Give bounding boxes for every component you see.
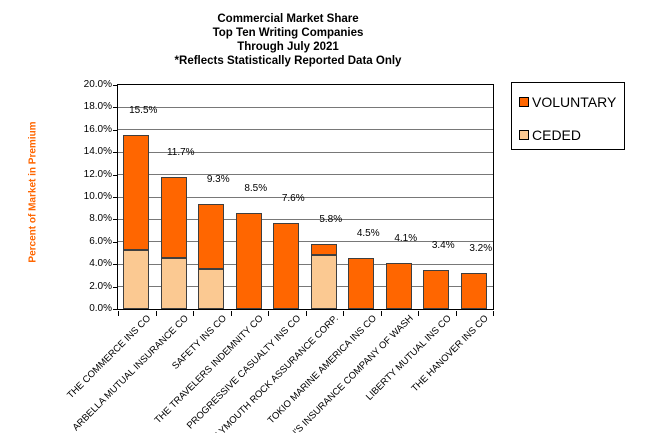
bar-value-label: 15.5% — [129, 104, 158, 116]
y-tick-mark — [113, 219, 118, 221]
bar-segment-voluntary — [198, 204, 225, 270]
x-tick-mark — [268, 310, 269, 316]
y-tick-mark — [113, 129, 118, 131]
y-tick-mark — [113, 107, 118, 109]
bar-value-label: 4.1% — [394, 232, 418, 244]
legend-label-voluntary: VOLUNTARY — [532, 94, 617, 110]
bar-segment-voluntary — [423, 270, 450, 309]
y-tick-label: 4.0% — [89, 258, 112, 270]
title-line-1: Commercial Market Share — [217, 13, 359, 25]
bar-value-label: 4.5% — [356, 228, 380, 240]
bar-segment-voluntary — [273, 223, 300, 309]
bar-segment-voluntary — [160, 177, 187, 259]
y-tick-mark — [113, 264, 118, 266]
plot-area: 15.5% 11.7% 9.3% 8.5% 7.6% 5.8% 4.5% 4.1% 3.4% 3.… — [116, 83, 494, 310]
gridline — [117, 241, 493, 243]
bar-value-label: 9.3% — [206, 174, 230, 186]
bar-segment-voluntary — [385, 262, 412, 309]
x-tick-mark — [155, 310, 157, 316]
y-tick-label: 14.0% — [83, 146, 112, 158]
bar-value-label: 8.5% — [244, 183, 268, 195]
gridline — [117, 196, 493, 198]
gridline — [117, 106, 493, 108]
bar-segment-ceded — [123, 250, 150, 309]
ceded-swatch-icon — [519, 130, 529, 140]
bar-segment-voluntary — [123, 134, 150, 251]
y-tick-label: 16.0% — [83, 123, 112, 135]
y-tick-mark — [113, 152, 118, 154]
x-tick-mark — [230, 310, 232, 316]
legend-item-voluntary: VOLUNTARY — [519, 94, 616, 110]
title-line-4: *Reflects Statistically Reported Data On… — [174, 55, 402, 67]
bar-segment-ceded — [198, 269, 225, 309]
legend: VOLUNTARY CEDED — [511, 82, 625, 150]
gridline — [117, 286, 493, 288]
y-axis-title: Percent of Market in Premium — [27, 121, 39, 263]
x-tick-mark — [343, 310, 344, 316]
gridline — [117, 263, 493, 265]
x-tick-mark — [493, 310, 494, 316]
x-tick-mark — [118, 310, 119, 316]
voluntary-swatch-icon — [519, 97, 529, 107]
legend-label-ceded: CEDED — [532, 127, 582, 143]
title-line-2: Top Ten Writing Companies — [212, 27, 364, 39]
y-tick-mark — [113, 309, 118, 310]
bar-segment-voluntary — [310, 243, 337, 255]
legend-item-ceded: CEDED — [519, 127, 581, 143]
gridline — [117, 151, 493, 153]
chart-title: Commercial Market Share Top Ten Writing … — [175, 12, 402, 68]
gridline — [117, 129, 493, 131]
x-tick-mark — [305, 310, 307, 316]
y-tick-mark — [113, 286, 118, 288]
y-tick-mark — [113, 241, 118, 243]
bar-segment-voluntary — [348, 258, 375, 309]
y-tick-mark — [113, 85, 118, 86]
y-tick-label: 8.0% — [89, 213, 112, 225]
y-tick-label: 12.0% — [83, 168, 112, 180]
y-tick-mark — [113, 174, 118, 176]
bar-value-label: 3.2% — [469, 242, 493, 254]
title-line-3: Through July 2021 — [237, 41, 339, 53]
gridline — [117, 174, 493, 176]
y-tick-label: 6.0% — [89, 235, 112, 247]
y-tick-label: 2.0% — [89, 280, 112, 292]
bar-value-label: 5.8% — [319, 213, 343, 225]
x-tick-mark — [193, 310, 194, 316]
y-tick-label: 0.0% — [89, 303, 112, 314]
x-tick-mark — [455, 310, 457, 316]
x-tick-mark — [380, 310, 382, 316]
bar-value-label: 7.6% — [281, 193, 305, 205]
x-category-label: THE HANOVER INS CO — [409, 313, 492, 395]
bar-segment-ceded — [310, 254, 337, 309]
bar-segment-voluntary — [460, 272, 487, 309]
bar-value-label: 3.4% — [431, 240, 455, 252]
bar-value-label: 11.7% — [166, 147, 195, 159]
bar-segment-voluntary — [235, 213, 262, 309]
x-tick-mark — [418, 310, 419, 316]
y-tick-label: 20.0% — [83, 79, 112, 90]
y-tick-mark — [113, 197, 118, 198]
gridline — [117, 218, 493, 220]
y-tick-label: 18.0% — [83, 101, 112, 113]
bar-segment-ceded — [160, 258, 187, 309]
y-tick-label: 10.0% — [83, 191, 112, 202]
